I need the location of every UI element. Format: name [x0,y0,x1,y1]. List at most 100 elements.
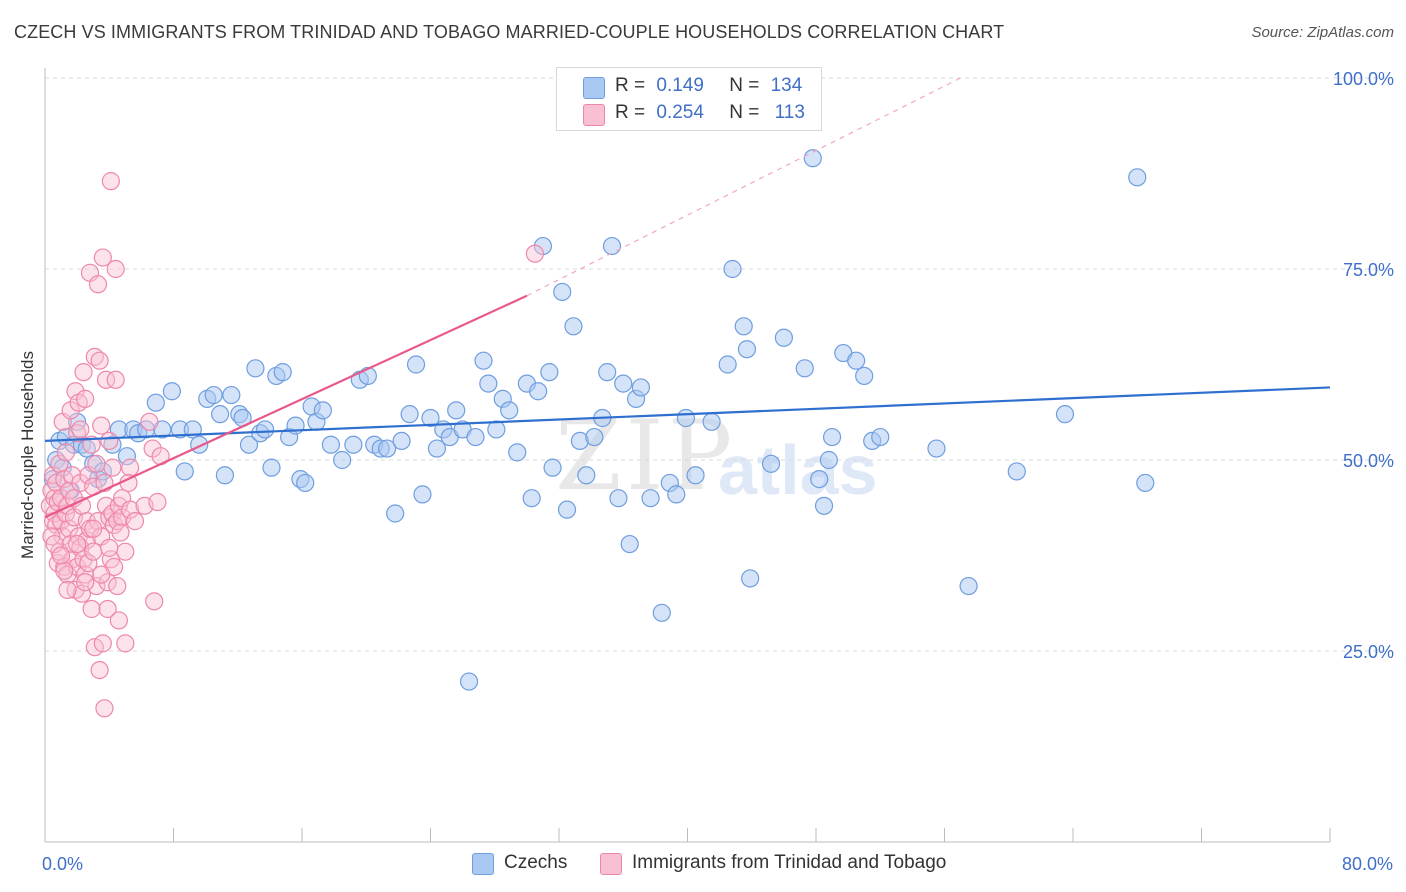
czech-point [686,466,705,485]
legend-n-value: 113 [774,102,805,123]
czech-point [795,359,814,378]
czech-point [1007,462,1026,481]
czech-point [400,405,419,424]
trinidad-point [93,634,112,653]
trinidad-point [98,599,117,619]
watermark-atlas: atlas [718,431,878,509]
trinidad-point [66,382,85,401]
y-tick-label: 100.0% [1333,69,1394,89]
trinidad-point [111,523,130,542]
legend-r-label: R = [615,102,646,123]
y-tick-label: 25.0% [1343,642,1394,662]
bottom-legend-label-czech: Czechs [504,852,568,873]
czech-point [641,489,660,508]
trinidad-point [145,592,164,611]
legend-r-value: 0.254 [656,102,704,123]
czech-point [774,328,793,347]
bottom-legend-label-trinidad: Immigrants from Trinidad and Tobago [632,852,947,873]
trinidad-point [121,500,140,519]
czech-point [239,435,259,454]
czech-point [814,496,834,515]
czech-point [321,435,341,454]
trinidad-point [77,531,96,550]
trinidad-point [87,454,106,473]
czech-point [479,374,498,393]
trinidad-point [87,576,106,596]
trinidad-point [68,534,87,554]
czech-point [1136,473,1155,493]
czech-point [631,378,651,397]
czech-point [585,427,604,447]
czech-point [819,450,838,470]
trinidad-point [125,512,145,531]
czech-point [222,385,241,405]
y-tick-label: 75.0% [1343,260,1394,280]
trinidad-point [140,412,159,431]
czech-point [215,466,234,485]
trinidad-point [84,542,103,561]
source-label: Source: ZipAtlas.com [1251,24,1394,41]
trinidad-point [100,431,119,450]
czech-point [204,385,223,405]
trinidad-point [45,534,64,554]
czech-point [1055,405,1075,424]
czech-point [313,401,332,420]
czech-point [406,355,426,374]
czech-point [296,473,315,493]
czech-point [413,485,432,504]
czech-point [175,462,194,481]
czech-point [543,458,562,477]
axes [44,68,1331,843]
trend-lines [44,77,1331,519]
czech-point [676,408,695,428]
czech-points [43,149,1155,691]
czech-point [847,351,866,370]
trinidad-point [59,519,79,538]
czech-point [602,236,622,256]
czech-point [927,439,946,458]
czech-point [262,458,281,477]
trinidad-point [76,389,95,408]
trinidad-point [58,580,77,599]
czech-point [246,359,265,378]
czech-point [564,317,583,336]
czech-point [210,405,230,424]
trinidad-point [55,561,74,580]
czech-point [474,351,493,370]
czech-point [652,603,671,622]
trinidad-point [72,584,92,603]
x-tick-label: 80.0% [1342,854,1393,874]
trinidad-point [71,420,90,439]
czech-point [459,672,479,691]
trinidad-point [90,660,109,680]
trinidad-point [92,416,111,435]
legend-n-label: N = [729,75,760,96]
trinidad-point [88,275,108,294]
czech-point [822,427,842,447]
czech-point [540,363,559,382]
czech-point [761,454,781,473]
legend-swatch-trinidad [583,104,605,126]
y-tick-label: 50.0% [1343,451,1394,471]
trinidad-point [100,538,119,557]
trinidad-point [109,611,128,630]
czech-point [427,439,447,458]
czech-point [723,259,742,279]
czech-point [577,466,596,485]
legend-n-label: N = [729,102,760,123]
tick-labels: 25.0% 50.0% 75.0% 100.0% 0.0% 80.0% [42,69,1394,874]
czech-point [333,450,352,470]
trinidad-point [101,172,120,191]
czech-point [146,393,165,412]
czech-point [421,408,440,428]
legend-n-value: 134 [770,75,803,96]
czech-point [466,427,485,447]
trinidad-point [84,519,103,538]
trinidad-point [76,573,95,592]
czech-point [734,317,753,336]
trinidad-point [90,351,109,370]
czech-point [810,470,829,489]
correlation-legend: R = 0.149 N = 134 R = 0.254 N = 113 [556,67,822,131]
trinidad-point [56,443,75,462]
czech-point [803,149,822,168]
